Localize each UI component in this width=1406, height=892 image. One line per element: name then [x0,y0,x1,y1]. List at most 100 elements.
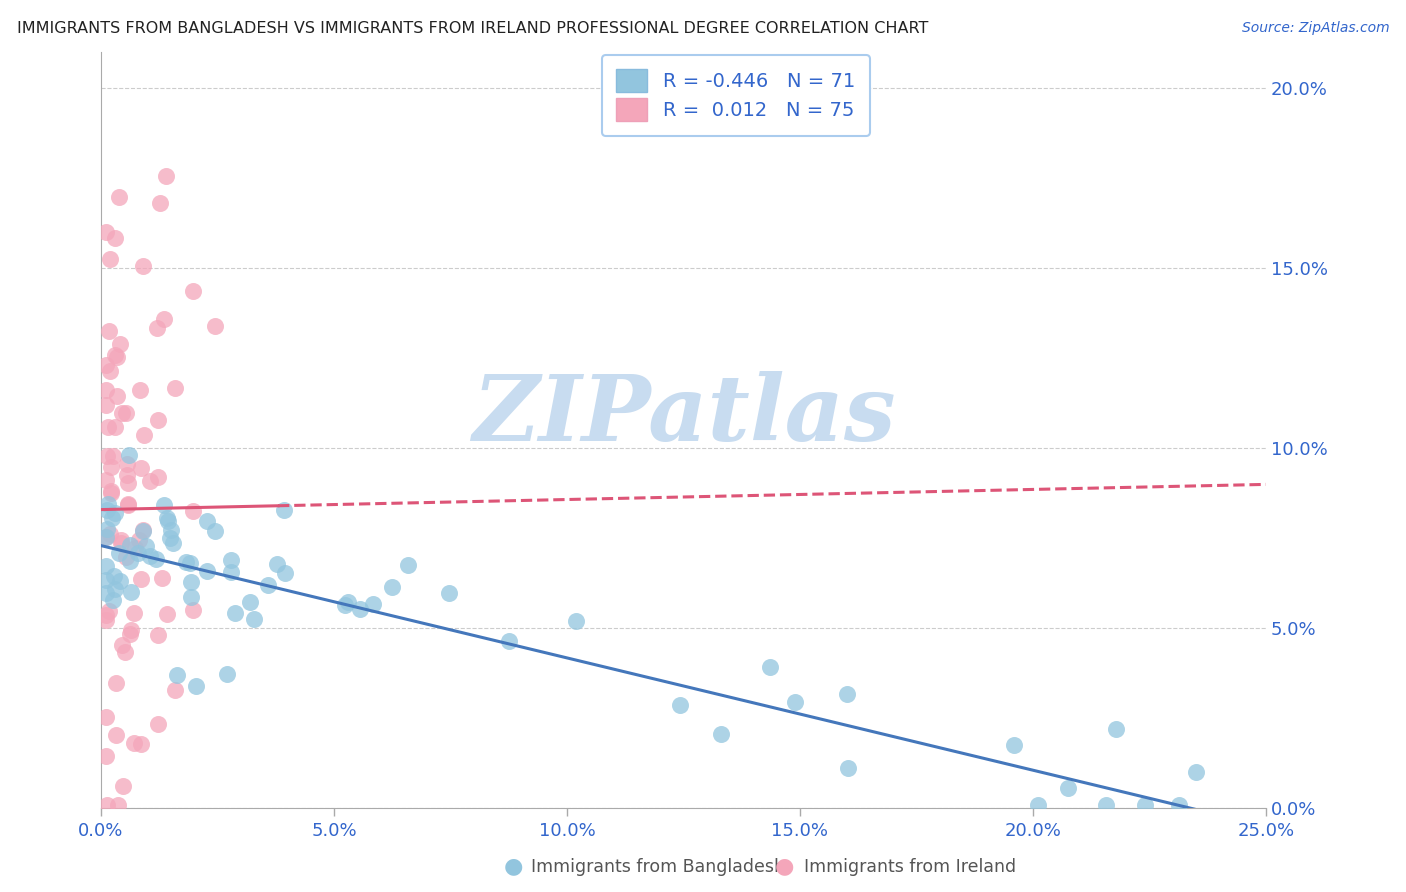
Point [117,468,139,483]
Point [242,612,264,626]
Point [837,761,859,775]
Point [273,566,295,580]
Point [115,457,138,471]
Point [110,533,132,547]
Point [155,169,177,183]
Point [180,591,202,605]
Point [336,595,359,609]
Point [108,574,131,588]
Point [111,406,134,420]
Point [132,524,155,538]
Point [166,668,188,682]
Text: Immigrants from Ireland: Immigrants from Ireland [804,858,1017,876]
Point [105,675,128,690]
Point [153,498,176,512]
Point [174,555,197,569]
Point [239,595,262,609]
Point [183,603,205,617]
Point [127,546,149,560]
Point [498,634,520,648]
Point [150,571,173,585]
Point [100,484,122,499]
Point [204,319,226,334]
Point [1026,797,1049,812]
Point [107,797,129,812]
Point [139,549,162,563]
Point [148,413,170,427]
Point [219,566,242,580]
Point [100,485,122,500]
Point [94,473,117,487]
Point [160,524,183,538]
Point [152,312,174,326]
Point [361,597,384,611]
Point [108,337,131,351]
Point [115,549,138,564]
Point [118,627,141,641]
Point [118,554,141,568]
Point [165,683,187,698]
Point [114,645,136,659]
Point [335,598,357,612]
Point [94,573,117,587]
Text: Immigrants from Bangladesh: Immigrants from Bangladesh [531,858,786,876]
Point [112,779,135,793]
Text: Source: ZipAtlas.com: Source: ZipAtlas.com [1241,21,1389,36]
Point [1133,797,1156,812]
Point [195,515,218,529]
Point [221,553,243,567]
Point [122,606,145,620]
Point [103,568,125,582]
Point [98,324,121,338]
Point [396,558,419,572]
Point [96,503,118,517]
Point [145,320,167,334]
Point [94,358,117,372]
Point [135,539,157,553]
Point [1167,797,1189,812]
Point [100,252,122,267]
Point [257,578,280,592]
Point [145,551,167,566]
Point [146,469,169,483]
Point [107,546,129,560]
Point [183,284,205,298]
Legend: R = -0.446   N = 71, R =  0.012   N = 75: R = -0.446 N = 71, R = 0.012 N = 75 [602,54,870,136]
Point [184,679,207,693]
Point [156,510,179,524]
Point [120,538,142,552]
Point [668,698,690,713]
Point [94,225,117,239]
Point [110,536,132,550]
Text: IMMIGRANTS FROM BANGLADESH VS IMMIGRANTS FROM IRELAND PROFESSIONAL DEGREE CORREL: IMMIGRANTS FROM BANGLADESH VS IMMIGRANTS… [17,21,928,37]
Text: ●: ● [503,856,523,876]
Text: ZIPatlas: ZIPatlas [471,371,896,459]
Point [180,574,202,589]
Point [128,533,150,547]
Point [381,580,404,594]
Point [710,727,733,741]
Text: ●: ● [775,856,794,876]
Point [94,710,117,724]
Point [117,497,139,511]
Point [104,506,127,520]
Point [111,638,134,652]
Point [118,448,141,462]
Point [97,420,120,434]
Point [179,556,201,570]
Point [104,231,127,245]
Point [117,498,139,512]
Point [94,530,117,544]
Point [1002,738,1025,752]
Point [146,628,169,642]
Point [108,189,131,203]
Point [129,461,152,475]
Point [1105,722,1128,736]
Point [156,607,179,622]
Point [131,737,153,751]
Point [104,420,127,434]
Point [215,666,238,681]
Point [104,348,127,362]
Point [105,350,128,364]
Point [783,695,806,709]
